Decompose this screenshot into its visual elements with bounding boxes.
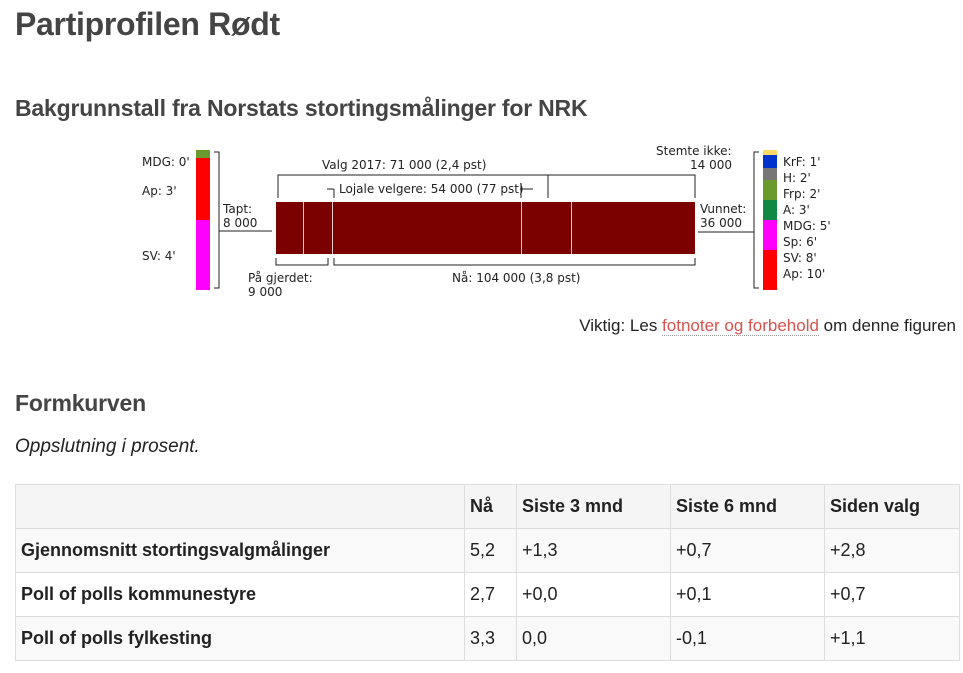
valg2017-label: Valg 2017: 71 000 (2,4 pst) xyxy=(322,158,486,172)
right-bar-ap xyxy=(763,250,777,290)
header-cell xyxy=(15,484,465,529)
right-bar-a xyxy=(763,200,777,220)
gjerdet-value: 9 000 xyxy=(248,285,282,299)
right-bar-sp xyxy=(763,180,777,200)
right-bar-frp xyxy=(763,168,777,180)
row-label: Gjennomsnitt stortingsvalgmålinger xyxy=(15,528,465,573)
right-label-mdg: MDG: 5' xyxy=(783,219,831,233)
right-label-krf: KrF: 1' xyxy=(783,155,821,169)
table-row: Poll of polls kommunestyre 2,7 +0,0 +0,1… xyxy=(15,572,960,617)
page-title: Partiprofilen Rødt xyxy=(15,6,280,42)
table-row: Gjennomsnitt stortingsvalgmålinger 5,2 +… xyxy=(15,528,960,573)
tapt-value: 8 000 xyxy=(223,216,257,230)
cell-since-election: +0,7 xyxy=(824,572,960,617)
cell-now: 3,3 xyxy=(464,616,517,661)
tapt-label: Tapt: xyxy=(222,202,252,216)
right-label-frp: Frp: 2' xyxy=(783,187,820,201)
cell-3m: 0,0 xyxy=(516,616,671,661)
cell-6m: +0,7 xyxy=(670,528,825,573)
right-label-ap: Ap: 10' xyxy=(783,267,825,281)
table-header-row: Nå Siste 3 mnd Siste 6 mnd Siden valg xyxy=(15,484,960,529)
cell-6m: -0,1 xyxy=(670,616,825,661)
right-label-sv: SV: 8' xyxy=(783,251,817,265)
left-label-ap: Ap: 3' xyxy=(142,184,177,198)
cell-6m: +0,1 xyxy=(670,572,825,617)
header-cell: Siste 6 mnd xyxy=(670,484,825,529)
left-bar-sv xyxy=(196,220,210,290)
cell-3m: +1,3 xyxy=(516,528,671,573)
lojale-label: Lojale velgere: 54 000 (77 pst) xyxy=(339,182,524,196)
header-cell: Siste 3 mnd xyxy=(516,484,671,529)
naa-label: Nå: 104 000 (3,8 pst) xyxy=(452,271,580,285)
left-bar-mdg xyxy=(196,150,210,158)
left-label-sv: SV: 4' xyxy=(142,249,176,263)
cell-since-election: +2,8 xyxy=(824,528,960,573)
main-bar xyxy=(276,202,695,254)
row-label: Poll of polls fylkesting xyxy=(15,616,465,661)
right-bar-sv xyxy=(763,220,777,250)
right-label-a: A: 3' xyxy=(783,203,810,217)
note-prefix: Viktig: Les xyxy=(579,316,663,335)
row-label: Poll of polls kommunestyre xyxy=(15,572,465,617)
table-row: Poll of polls fylkesting 3,3 0,0 -0,1 +1… xyxy=(15,616,960,661)
table-subtitle: Oppslutning i prosent. xyxy=(15,436,200,457)
cell-3m: +0,0 xyxy=(516,572,671,617)
vunnet-value: 36 000 xyxy=(700,216,742,230)
form-table: Nå Siste 3 mnd Siste 6 mnd Siden valg Gj… xyxy=(15,484,960,661)
footnotes-link[interactable]: fotnoter og forbehold xyxy=(662,316,819,336)
stemte-ikke-label: Stemte ikke: xyxy=(656,144,732,158)
stemte-ikke-value: 14 000 xyxy=(690,158,732,172)
right-label-sp: Sp: 6' xyxy=(783,235,817,249)
right-bar-krf xyxy=(763,150,777,155)
header-cell: Siden valg xyxy=(824,484,960,529)
note-suffix: om denne figuren xyxy=(818,316,956,335)
cell-since-election: +1,1 xyxy=(824,616,960,661)
vunnet-label: Vunnet: xyxy=(700,202,746,216)
left-label-mdg: MDG: 0' xyxy=(142,155,190,169)
gjerdet-label: På gjerdet: xyxy=(248,271,313,285)
right-bar-h xyxy=(763,155,777,168)
voter-flow-figure: MDG: 0' Ap: 3' SV: 4' Tapt: 8 000 Valg 2… xyxy=(142,144,831,299)
cell-now: 5,2 xyxy=(464,528,517,573)
right-label-h: H: 2' xyxy=(783,171,811,185)
cell-now: 2,7 xyxy=(464,572,517,617)
section-heading-form: Formkurven xyxy=(15,390,146,416)
header-cell: Nå xyxy=(464,484,517,529)
figure-note: Viktig: Les fotnoter og forbehold om den… xyxy=(579,316,956,336)
left-bar-ap xyxy=(196,158,210,220)
section-heading-background: Bakgrunnstall fra Norstats stortingsmåli… xyxy=(15,95,588,121)
